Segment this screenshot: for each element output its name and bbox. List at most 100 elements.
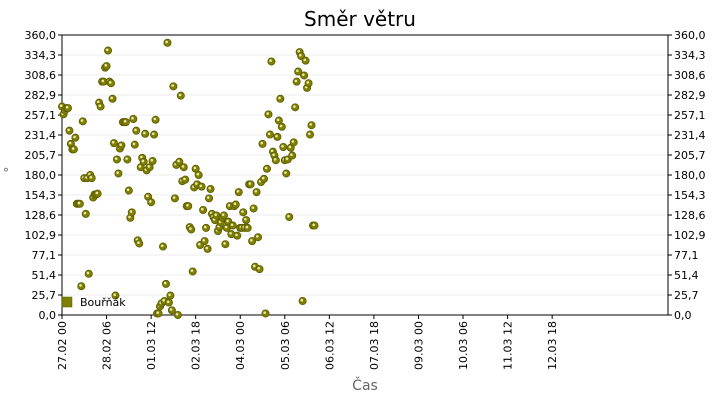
data-point-highlight [270,149,274,153]
data-point-highlight [67,128,70,132]
data-point-highlight [193,166,197,170]
data-point-highlight [296,69,299,73]
data-point-highlight [95,191,99,195]
data-points [58,38,319,319]
y-tick-label-right: 77,1 [674,249,699,262]
data-point-highlight [202,239,206,242]
data-point-highlight [97,100,100,104]
legend: Bouřňák [61,296,126,309]
data-point-highlight [264,166,268,170]
data-point-highlight [59,104,63,108]
y-tick-label-right: 180,0 [674,169,706,182]
data-point-highlight [163,281,167,285]
data-point-highlight [201,207,204,211]
data-point-highlight [166,300,170,304]
data-point-highlight [168,293,171,297]
data-point-highlight [101,79,105,83]
y-tick-label-right: 282,9 [674,89,706,102]
data-point-highlight [147,165,151,168]
data-point-highlight [302,73,305,76]
data-point-highlight [123,120,127,123]
data-point-highlight [178,93,182,97]
data-point-highlight [73,135,76,139]
y-tick-label-left: 128,6 [25,209,57,222]
y-tick-label-left: 360,0 [25,29,57,42]
data-point-highlight [165,40,168,44]
y-tick-label-right: 51,4 [674,269,699,282]
y-tick-label-left: 231,4 [25,129,57,142]
data-point-highlight [236,190,240,193]
data-point-highlight [77,201,81,205]
data-point-highlight [113,293,116,297]
x-tick-label: 28.02 06 [101,321,114,370]
data-point-highlight [300,298,304,302]
y-tick-label-left: 282,9 [25,89,57,102]
data-point-highlight [251,206,255,209]
data-point-highlight [186,204,189,207]
data-point-highlight [206,196,210,199]
data-point-highlight [175,312,179,316]
data-point-highlight [309,123,313,126]
x-tick-label: 02.03 18 [190,321,203,370]
y-tick-label-left: 180,0 [25,169,57,182]
data-point-highlight [198,242,201,246]
data-point-highlight [114,157,118,160]
y-tick-label-left: 25,7 [32,289,57,302]
data-point-highlight [80,119,84,122]
data-point-highlight [160,244,164,248]
y-tick-label-left: 51,4 [32,269,57,282]
data-point-highlight [146,194,149,198]
data-point-highlight [254,190,258,193]
data-point-highlight [203,225,207,229]
data-point-highlight [287,214,290,218]
y-tick-label-right: 231,4 [674,129,706,142]
data-point-highlight [291,140,295,143]
data-point-highlight [189,227,192,230]
data-point-highlight [235,233,238,237]
grid [62,54,668,296]
data-point-highlight [156,311,160,314]
y-tick-label-right: 205,7 [674,149,706,162]
data-point-highlight [278,96,281,100]
data-point-highlight [250,239,253,242]
data-point-highlight [285,157,289,160]
data-point-highlight [110,96,113,100]
y-tick-label-right: 102,9 [674,229,706,242]
x-tick-label: 11.03 12 [502,321,515,370]
data-point-highlight [223,242,226,245]
data-point-highlight [306,81,310,84]
data-point-highlight [293,105,296,108]
data-point-highlight [143,131,146,135]
data-point-highlight [149,200,152,203]
y-tick-label-right: 360,0 [674,29,706,42]
data-point-highlight [261,176,265,180]
data-point-highlight [195,182,198,185]
data-point-highlight [140,155,143,159]
data-point-highlight [150,158,154,162]
legend-label-bournak: Bouřňák [80,296,126,309]
y-tick-label-left: 77,1 [32,249,57,262]
y-axis-label: ° [3,166,9,180]
y-tick-label-left: 102,9 [25,229,57,242]
data-point-highlight [299,53,302,57]
data-point-highlight [172,196,176,199]
data-point-highlight [105,48,109,52]
data-point-highlight [294,79,298,83]
data-point-highlight [230,223,234,227]
data-point-highlight [312,223,316,227]
data-point-highlight [177,159,180,163]
y-tick-label-left: 205,7 [25,149,57,162]
x-tick-label: 12.03 18 [546,321,559,370]
x-tick-label: 01.03 12 [145,321,158,370]
data-point-highlight [307,132,311,136]
data-point-highlight [141,159,145,163]
y-tick-label-right: 334,3 [674,49,706,62]
x-tick-label: 05.03 06 [279,321,292,370]
data-point-highlight [205,246,209,250]
data-point-highlight [208,186,212,190]
data-point-highlight [79,284,82,287]
data-point-highlight [190,269,194,272]
data-point-highlight [241,210,244,213]
y-tick-label-right: 257,1 [674,109,706,122]
